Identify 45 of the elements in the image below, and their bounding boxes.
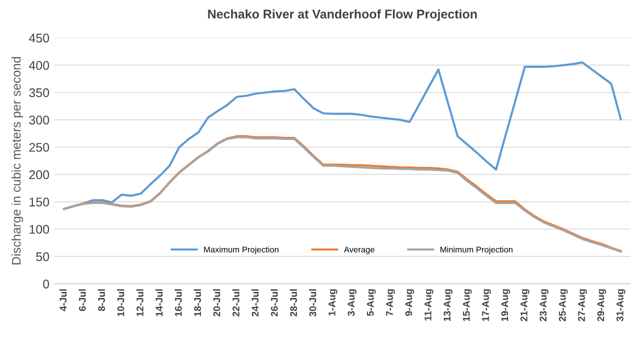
x-tick-label: 19-Aug: [501, 289, 510, 321]
x-tick-label: 5-Aug: [366, 289, 376, 316]
x-tick-label: 25-Aug: [558, 289, 568, 322]
y-tick-label: 100: [30, 224, 50, 234]
chart-title: Nechako River at Vanderhoof Flow Projection: [208, 9, 477, 21]
x-tick-label: 7-Aug: [386, 289, 395, 316]
legend-label: Maximum Projection: [204, 246, 278, 254]
legend-label: Average: [344, 246, 374, 254]
x-tick-label: 15-Aug: [462, 289, 472, 321]
x-tick-label: 22-Jul: [232, 289, 240, 316]
x-tick-label: 4-Jul: [59, 289, 67, 312]
x-tick-label: 13-Aug: [444, 289, 453, 321]
y-tick-label: 50: [36, 252, 50, 262]
x-tick-label: 28-Jul: [290, 289, 298, 316]
x-tick-label: 11-Aug: [424, 289, 434, 320]
x-tick-label: 27-Aug: [578, 289, 587, 322]
x-tick-label: 24-Jul: [251, 289, 259, 316]
y-tick-label: 150: [30, 198, 50, 206]
legend-label: Minimum Projection: [440, 246, 512, 254]
x-tick-label: 31-Aug: [616, 289, 626, 322]
x-tick-label: 21-Aug: [520, 289, 530, 322]
x-tick-label: 17-Aug: [482, 289, 491, 321]
y-tick-label: 200: [29, 170, 50, 180]
y-axis-title: Discharge in cubic meters per second: [11, 57, 24, 264]
y-tick-label: 450: [28, 34, 50, 42]
x-tick-label: 6-Jul: [78, 289, 86, 311]
x-tick-label: 8-Jul: [98, 289, 106, 312]
x-tick-label: 10-Jul: [117, 289, 124, 316]
y-tick-label: 0: [43, 280, 50, 288]
x-tick-label: 20-Jul: [213, 289, 220, 316]
x-tick-label: 29-Aug: [597, 289, 606, 322]
x-tick-label: 9-Aug: [405, 289, 414, 316]
x-tick-label: 26-Jul: [270, 289, 278, 316]
y-tick-label: 250: [29, 142, 50, 152]
x-tick-label: 14-Jul: [155, 289, 163, 316]
y-tick-label: 350: [29, 88, 50, 98]
x-tick-label: 1-Aug: [328, 289, 338, 316]
x-tick-label: 3-Aug: [348, 289, 357, 316]
y-tick-label: 300: [29, 116, 50, 124]
x-tick-label: 12-Jul: [136, 289, 144, 316]
x-tick-label: 23-Aug: [540, 289, 549, 322]
x-tick-label: 30-Jul: [309, 289, 316, 317]
y-tick-label: 400: [28, 60, 50, 70]
x-tick-label: 16-Jul: [174, 289, 182, 316]
x-tick-label: 18-Jul: [194, 289, 202, 316]
